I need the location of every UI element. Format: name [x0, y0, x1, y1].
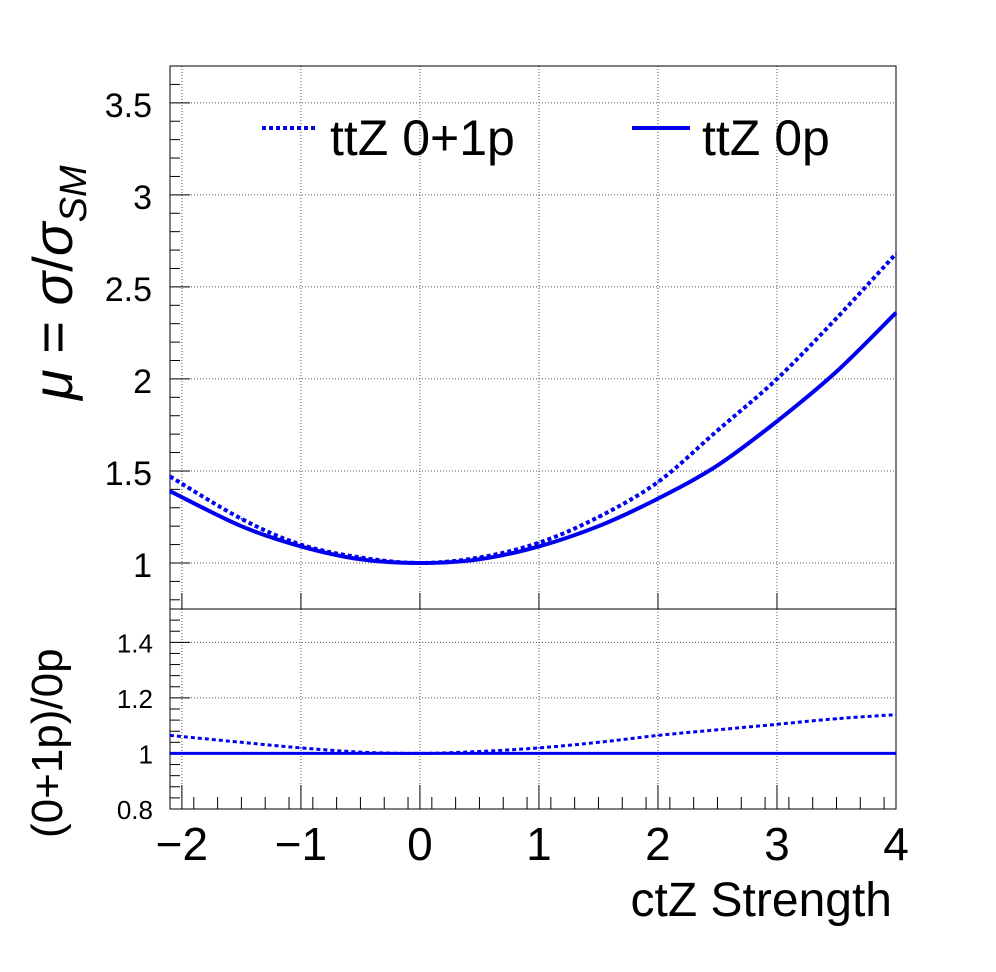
lower-y-tick-label: 0.8: [117, 795, 153, 825]
series-ttz-0-1p-point: [240, 518, 243, 520]
x-tick-label: 1: [526, 818, 552, 870]
upper-y-tick-label: 3.5: [105, 87, 152, 125]
upper-y-tick-label: 1: [133, 547, 152, 585]
series-ttz-0p-point: [716, 464, 719, 467]
series-ttz-0p-line: [169, 311, 898, 566]
lower-y-tick-label: 1: [139, 739, 153, 769]
upper-panel: 11.522.533.5 ttZ 0+1p ttZ 0p μ = σ/σSM: [21, 65, 898, 610]
x-tick-label: 0: [407, 818, 433, 870]
series-ttz-0-1p-point: [835, 317, 838, 319]
series-ttz-0-1p-point: [776, 378, 778, 380]
ratio-reference-point: [895, 752, 897, 755]
upper-y-tick-label: 1.5: [105, 455, 152, 493]
lower-plot-frame: [169, 608, 897, 810]
series-ttz-0-1p-point: [597, 516, 600, 518]
series-ttz-0-1p-line: [168, 252, 898, 566]
lower-y-tick-label: 1.4: [117, 628, 153, 658]
legend: ttZ 0+1p ttZ 0p: [262, 110, 830, 166]
y-title-sigma: σ: [21, 269, 84, 305]
series-ttz-0-1p-point: [169, 475, 171, 478]
series-ttz-0p-point: [359, 558, 362, 561]
ratio-point: [240, 741, 243, 744]
x-tick-label: 3: [764, 818, 790, 870]
y-title-eq: =: [21, 305, 84, 369]
ratio-point: [597, 741, 600, 744]
y-title-slash: /: [21, 256, 84, 272]
x-axis-title: ctZ Strength: [631, 874, 892, 927]
series-ttz-0p-point: [240, 525, 243, 527]
upper-y-tick-label: 2.5: [105, 271, 152, 309]
lower-y-tick-label: 1.2: [117, 684, 153, 714]
x-tick-label: −2: [156, 818, 208, 870]
y-title-mu: μ: [21, 369, 84, 402]
series-ttz-0p-point: [419, 562, 421, 564]
ratio-point: [835, 717, 838, 720]
lower-series: [169, 713, 897, 755]
upper-y-axis-title: μ = σ/σSM: [21, 165, 95, 402]
ratio-point: [716, 729, 719, 731]
lower-panel: 0.8 1 1.2 1.4 −2 −1 0 1 2 3 4 (0+1p)/0p ctZ Stren…: [23, 608, 909, 927]
series-ttz-0-1p-point: [716, 429, 719, 432]
ratio-reference-point: [169, 752, 171, 755]
series-ttz-0p-point: [597, 525, 600, 527]
ratio-point: [169, 734, 171, 737]
ratio-point: [538, 747, 540, 749]
y-title-sigma-sm: σ: [21, 220, 84, 256]
upper-y-tick-label: 3: [133, 179, 152, 217]
legend-label-ttz-0p: ttZ 0p: [702, 110, 830, 166]
series-ttz-0-1p-point: [538, 541, 540, 544]
x-axis: −2 −1 0 1 2 3 4: [156, 785, 909, 870]
ratio-point: [657, 734, 659, 737]
series-ttz-0p-point: [776, 420, 778, 423]
series-ttz-0p-point: [300, 545, 302, 548]
x-tick-label: 2: [645, 818, 671, 870]
x-tick-label: 4: [883, 818, 909, 870]
legend-label-ttz-0-1p: ttZ 0+1p: [330, 110, 515, 166]
upper-series: [168, 252, 898, 566]
series-ttz-0p-point: [478, 558, 481, 561]
lower-y-axis: 0.8 1 1.2 1.4: [117, 619, 190, 825]
ratio-series-line: [169, 713, 897, 755]
x-tick-label: −1: [275, 818, 327, 870]
upper-y-axis: 1 1.5 2 2.5 3 3.5: [105, 65, 897, 609]
series-ttz-0-1p-point: [895, 252, 897, 255]
y-title-subscript: SM: [53, 165, 95, 222]
series-ttz-0-1p-point: [657, 481, 659, 483]
upper-y-tick-label: 2: [133, 363, 152, 401]
ratio-point: [300, 747, 302, 749]
lower-grid: [170, 609, 897, 810]
series-ttz-0p-point: [657, 497, 659, 500]
lower-y-axis-title: (0+1p)/0p: [23, 648, 72, 838]
ratio-point: [895, 713, 897, 716]
series-ttz-0p-point: [835, 370, 838, 373]
series-ttz-0p-point: [538, 545, 540, 548]
series-ttz-0p-point: [895, 311, 897, 314]
ratio-point: [776, 723, 778, 726]
series-ttz-0p-point: [169, 490, 171, 492]
